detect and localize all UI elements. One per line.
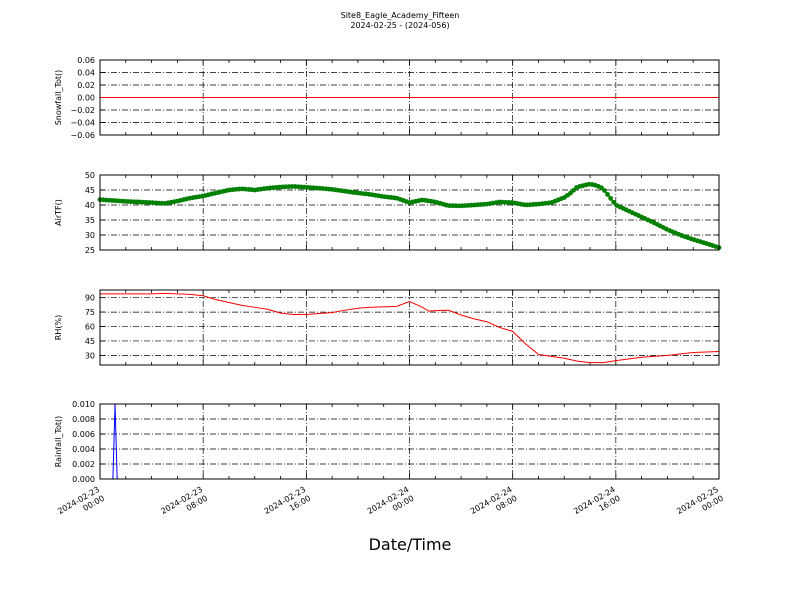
data-point — [605, 192, 610, 197]
x-tick-label: 2024-02-2500:00 — [675, 485, 725, 525]
plot-frame — [99, 403, 720, 480]
figure-title-block: Site8_Eagle_Academy_Fifteen 2024-02-25 -… — [0, 11, 800, 31]
y-axis-label: RH(%) — [54, 315, 63, 340]
y-tick-label: 0.004 — [72, 445, 95, 454]
y-tick-label: 0.04 — [77, 69, 95, 78]
y-tick-label: 0.000 — [72, 475, 95, 484]
y-axis-label: AirTF() — [54, 199, 63, 226]
data-point — [602, 188, 607, 193]
x-tick-label: 2024-02-2416:00 — [572, 485, 622, 525]
y-tick-label: 0.010 — [72, 400, 95, 409]
data-point — [611, 199, 617, 205]
y-tick-label: 40 — [85, 201, 95, 210]
data-point — [598, 185, 604, 191]
y-tick-label: 30 — [85, 231, 95, 240]
y-axis-label: Rainfall_Tot() — [54, 416, 63, 468]
data-point — [571, 187, 576, 193]
plot-frame — [99, 289, 720, 366]
x-axis-label: Date/Time — [369, 535, 452, 554]
y-tick-label: 75 — [85, 308, 95, 317]
panel-3: 30 45 60 75 90 RH(%) — [54, 289, 720, 366]
y-tick-label: 30 — [85, 351, 95, 360]
y-tick-label: −0.06 — [70, 131, 95, 140]
panel-1: −0.06 −0.04 −0.02 0.00 0.02 0.04 0.06 Snowfall_… — [54, 56, 720, 140]
y-tick-label: 0.008 — [72, 415, 95, 424]
y-tick-label: 45 — [85, 186, 95, 195]
x-tick-label: 2024-02-2300:00 — [56, 485, 106, 525]
y-tick-label: 35 — [85, 216, 95, 225]
panel-2: 25 30 35 40 45 50 AirTF() — [54, 171, 722, 255]
y-tick-label: 25 — [85, 246, 95, 255]
plot-frame — [99, 59, 720, 136]
x-tick-label: 2024-02-2316:00 — [263, 485, 313, 525]
figure-title: Site8_Eagle_Academy_Fifteen — [340, 11, 460, 20]
panel-4: 0.000 0.002 0.004 0.006 0.008 0.010 Rainfall_T… — [54, 400, 725, 525]
y-tick-label: 0.006 — [72, 430, 95, 439]
y-tick-label: −0.04 — [70, 119, 95, 128]
data-point — [608, 196, 614, 201]
plot-frame — [99, 174, 720, 251]
y-tick-label: −0.02 — [70, 106, 95, 115]
y-tick-label: 45 — [85, 337, 95, 346]
figure-subtitle: 2024-02-25 - (2024-056) — [350, 21, 450, 30]
x-tick-label: 2024-02-2408:00 — [469, 485, 519, 525]
y-tick-label: 0.06 — [77, 56, 95, 65]
y-tick-label: 0.00 — [77, 94, 95, 103]
y-tick-label: 0.002 — [72, 460, 95, 469]
series-line — [100, 292, 720, 364]
y-tick-label: 90 — [85, 294, 95, 303]
y-tick-label: 0.02 — [77, 81, 95, 90]
y-tick-label: 50 — [85, 171, 95, 180]
y-tick-label: 60 — [85, 323, 95, 332]
data-point — [568, 190, 573, 196]
y-axis-label: Snowfall_Tot() — [54, 70, 63, 126]
x-tick-label: 2024-02-2308:00 — [159, 485, 209, 525]
x-tick-label: 2024-02-2400:00 — [366, 485, 416, 525]
